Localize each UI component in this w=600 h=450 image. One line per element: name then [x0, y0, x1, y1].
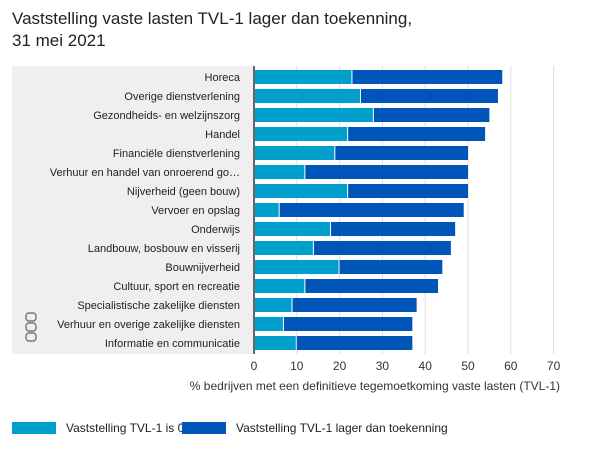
- bar-tvl-zero: [254, 222, 331, 236]
- category-label: Nijverheid (geen bouw): [127, 186, 240, 198]
- bar-tvl-lower: [305, 279, 439, 293]
- x-tick-label: 50: [461, 359, 475, 373]
- x-tick-label: 10: [290, 359, 304, 373]
- bar-tvl-lower: [292, 298, 417, 312]
- bar-tvl-zero: [254, 203, 279, 217]
- category-label: Informatie en communicatie: [105, 338, 240, 350]
- legend-swatch: [182, 422, 226, 434]
- bar-tvl-zero: [254, 165, 305, 179]
- bar-tvl-zero: [254, 336, 296, 350]
- x-tick-label: 40: [419, 359, 433, 373]
- bar-tvl-lower: [348, 127, 486, 141]
- bar-tvl-zero: [254, 241, 313, 255]
- category-panel: [12, 66, 254, 354]
- bar-tvl-lower: [313, 241, 451, 255]
- x-axis-label: % bedrijven met een definitieve tegemoet…: [190, 379, 560, 393]
- category-label: Onderwijs: [191, 224, 240, 236]
- bar-tvl-lower: [361, 89, 498, 103]
- category-label: Landbouw, bosbouw en visserij: [88, 243, 240, 255]
- bar-tvl-lower: [279, 203, 464, 217]
- legend-label: Vaststelling TVL-1 lager dan toekenning: [236, 421, 448, 435]
- legend-item-1: Vaststelling TVL-1 lager dan toekenning: [182, 421, 448, 435]
- legend-label: Vaststelling TVL-1 is 0: [66, 421, 185, 435]
- bar-tvl-zero: [254, 279, 305, 293]
- category-label: Cultuur, sport en recreatie: [113, 281, 240, 293]
- cbs-logo: [25, 312, 37, 342]
- bar-tvl-zero: [254, 146, 335, 160]
- bar-tvl-lower: [305, 165, 468, 179]
- legend-swatch: [12, 422, 56, 434]
- bar-tvl-lower: [335, 146, 468, 160]
- x-tick-label: 30: [376, 359, 390, 373]
- bar-tvl-zero: [254, 89, 360, 103]
- bar-tvl-lower: [352, 70, 503, 84]
- bar-tvl-zero: [254, 260, 339, 274]
- category-label: Specialistische zakelijke diensten: [77, 300, 240, 312]
- category-label: Verhuur en handel van onroerend go…: [50, 167, 240, 179]
- bar-tvl-zero: [254, 70, 352, 84]
- category-label: Gezondheids- en welzijnszorg: [93, 110, 240, 122]
- bar-tvl-lower: [283, 317, 413, 331]
- bar-tvl-zero: [254, 184, 348, 198]
- category-label: Financiële dienstverlening: [113, 148, 240, 160]
- bar-tvl-zero: [254, 317, 283, 331]
- x-tick-label: 0: [251, 359, 258, 373]
- x-tick-label: 60: [504, 359, 518, 373]
- x-tick-label: 70: [547, 359, 561, 373]
- bar-tvl-lower: [373, 108, 490, 122]
- category-label: Handel: [205, 129, 240, 141]
- category-label: Verhuur en overige zakelijke diensten: [57, 319, 240, 331]
- bar-tvl-zero: [254, 298, 292, 312]
- category-label: Bouwnijverheid: [165, 262, 240, 274]
- category-label: Horeca: [205, 72, 241, 84]
- bar-tvl-lower: [348, 184, 468, 198]
- bar-tvl-zero: [254, 108, 373, 122]
- bar-tvl-lower: [296, 336, 413, 350]
- bar-tvl-lower: [331, 222, 456, 236]
- x-tick-label: 20: [333, 359, 347, 373]
- bar-tvl-lower: [339, 260, 443, 274]
- category-label: Vervoer en opslag: [151, 205, 240, 217]
- category-label: Overige dienstverlening: [124, 91, 240, 103]
- chart-title: Vaststelling vaste lasten TVL-1 lager da…: [12, 9, 413, 50]
- bar-tvl-zero: [254, 127, 348, 141]
- legend-item-0: Vaststelling TVL-1 is 0: [12, 421, 184, 435]
